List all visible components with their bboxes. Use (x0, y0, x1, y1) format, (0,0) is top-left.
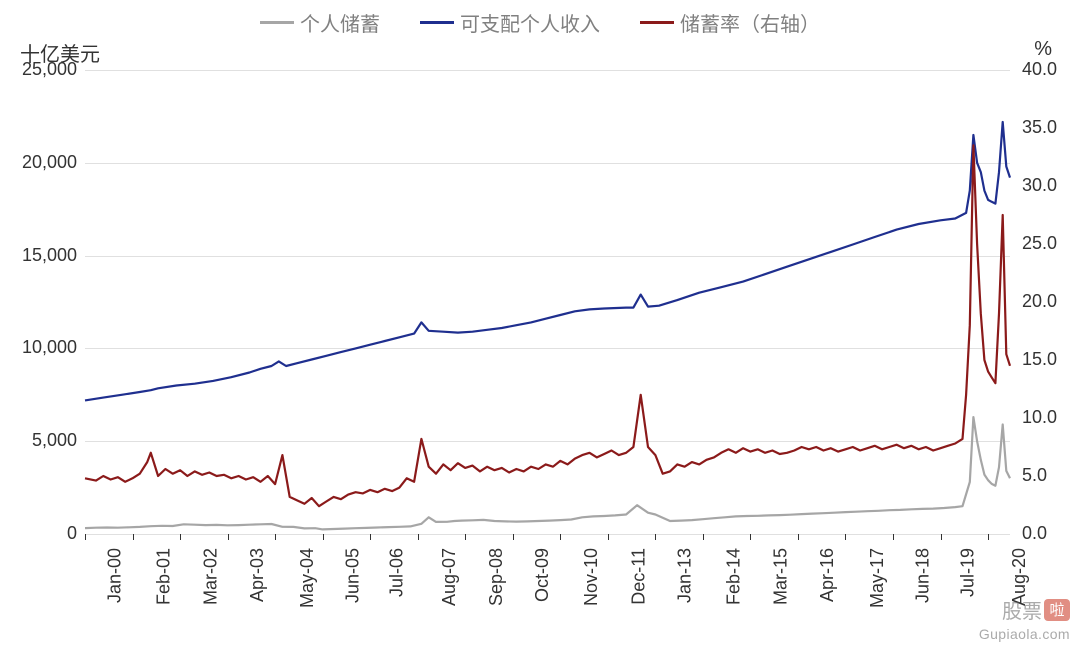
series-savings-rate (85, 145, 1010, 506)
watermark-box: 啦 (1044, 599, 1070, 621)
series-income (85, 122, 1010, 400)
watermark-text: 股票 (1002, 595, 1042, 624)
plot-area (0, 0, 1080, 648)
watermark: 股票 啦 Gupiaola.com (979, 595, 1070, 642)
series-savings (85, 417, 1010, 529)
chart-container: 个人储蓄可支配个人收入储蓄率（右轴） 十亿美元 % 05,00010,00015… (0, 0, 1080, 648)
watermark-url: Gupiaola.com (979, 626, 1070, 642)
